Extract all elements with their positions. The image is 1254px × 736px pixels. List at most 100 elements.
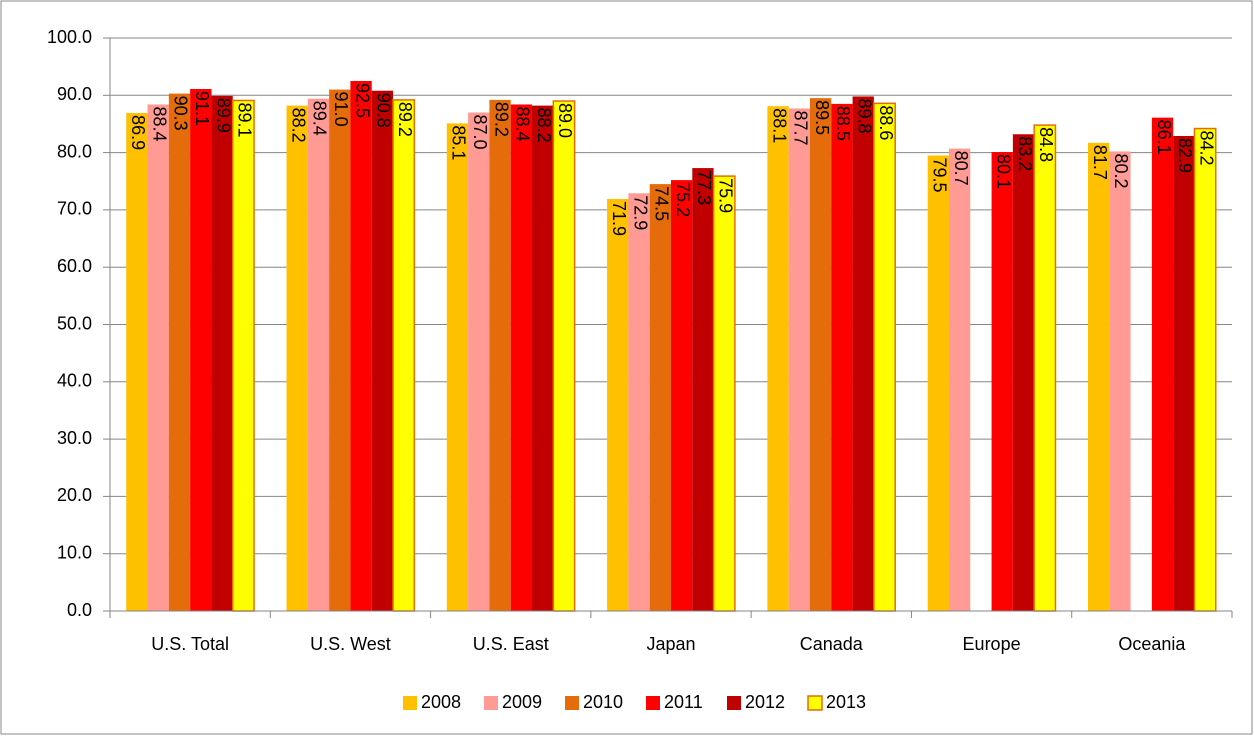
- legend-label: 2008: [421, 692, 461, 712]
- data-label: 72.9: [630, 195, 650, 230]
- data-label: 91.1: [192, 91, 212, 126]
- bar: [809, 98, 832, 612]
- data-label: 79.5: [930, 157, 950, 192]
- bar: [510, 104, 533, 611]
- data-label: 89.4: [310, 101, 330, 136]
- bar: [147, 104, 169, 611]
- bar: [350, 80, 372, 612]
- data-label: 84.8: [1036, 127, 1056, 162]
- data-label: 71.9: [609, 201, 629, 236]
- data-label: 77.3: [694, 170, 714, 205]
- y-tick-label: 70.0: [57, 199, 92, 219]
- data-label: 88.4: [513, 106, 533, 141]
- bar: [712, 175, 736, 612]
- bar: [767, 106, 789, 611]
- data-label: 88.4: [149, 106, 169, 141]
- bar: [671, 180, 693, 611]
- bar: [1151, 117, 1174, 611]
- bar: [927, 155, 949, 611]
- bar: [1193, 127, 1217, 612]
- x-tick-label: Oceania: [1118, 634, 1186, 654]
- bar: [168, 93, 191, 612]
- bar: [628, 193, 650, 611]
- bar: [489, 99, 511, 611]
- bar: [468, 112, 490, 612]
- data-label: 88.1: [769, 108, 789, 143]
- legend-label: 2011: [664, 692, 703, 712]
- y-tick-label: 90.0: [57, 84, 92, 104]
- legend-swatch: [727, 696, 741, 710]
- data-label: 88.2: [288, 108, 308, 143]
- y-tick-label: 100.0: [47, 27, 92, 47]
- bar: [1087, 142, 1110, 611]
- bar: [552, 100, 576, 612]
- data-label: 84.2: [1196, 131, 1216, 166]
- bar: [1109, 151, 1131, 612]
- data-label: 90.3: [171, 96, 191, 131]
- legend-label: 2010: [583, 692, 623, 712]
- bar: [788, 108, 810, 611]
- bar: [873, 102, 896, 612]
- data-label: 89.1: [235, 102, 255, 137]
- data-label: 80.7: [951, 151, 971, 186]
- bar: [307, 98, 330, 612]
- y-tick-label: 20.0: [57, 485, 92, 505]
- data-label: 90.8: [374, 93, 394, 128]
- bar: [392, 99, 416, 612]
- legend-label: 2009: [502, 692, 542, 712]
- data-label: 88.5: [833, 106, 853, 141]
- x-tick-label: U.S. West: [310, 634, 391, 654]
- y-tick-label: 40.0: [57, 371, 92, 391]
- bar: [831, 103, 853, 612]
- data-label: 89.0: [555, 103, 575, 138]
- legend-swatch: [807, 695, 823, 711]
- data-label: 80.1: [993, 154, 1013, 189]
- bar: [607, 199, 629, 611]
- data-label: 86.9: [128, 115, 148, 150]
- y-tick-label: 30.0: [57, 428, 92, 448]
- bar: [126, 113, 148, 612]
- bar: [1033, 124, 1057, 612]
- bar: [692, 168, 714, 612]
- x-tick-label: Japan: [646, 634, 695, 654]
- data-label: 85.1: [449, 125, 469, 160]
- legend-label: 2012: [745, 692, 785, 712]
- bar: [532, 105, 554, 611]
- y-tick-label: 80.0: [57, 141, 92, 161]
- legend-swatch: [403, 696, 417, 710]
- data-label: 87.0: [470, 114, 490, 149]
- data-label: 75.9: [716, 178, 736, 213]
- legend-label: 2013: [826, 692, 866, 712]
- data-label: 89.8: [854, 98, 874, 133]
- data-label: 89.5: [812, 100, 832, 135]
- y-tick-label: 0.0: [67, 600, 92, 620]
- data-label: 83.2: [1015, 136, 1035, 171]
- x-tick-label: Europe: [963, 634, 1021, 654]
- data-label: 92.5: [352, 83, 372, 118]
- data-label: 88.6: [876, 105, 896, 140]
- bar: [371, 90, 394, 611]
- x-tick-label: Canada: [800, 634, 864, 654]
- data-label: 80.2: [1111, 153, 1131, 188]
- bar: [649, 184, 671, 612]
- bar: [231, 99, 255, 612]
- data-label: 74.5: [652, 186, 672, 221]
- bar: [446, 123, 469, 611]
- legend-swatch: [484, 696, 498, 710]
- bar: [991, 152, 1013, 612]
- y-tick-label: 60.0: [57, 256, 92, 276]
- data-label: 89.2: [491, 102, 511, 137]
- y-tick-label: 50.0: [57, 313, 92, 333]
- x-tick-label: U.S. Total: [151, 634, 229, 654]
- bar: [948, 148, 971, 612]
- data-label: 81.7: [1090, 145, 1110, 180]
- data-label: 89.9: [213, 98, 233, 133]
- bar: [211, 95, 233, 612]
- bar: [286, 105, 308, 611]
- x-tick-label: U.S. East: [473, 634, 549, 654]
- data-label: 82.9: [1175, 138, 1195, 173]
- bar: [1173, 135, 1195, 611]
- legend-swatch: [646, 696, 660, 710]
